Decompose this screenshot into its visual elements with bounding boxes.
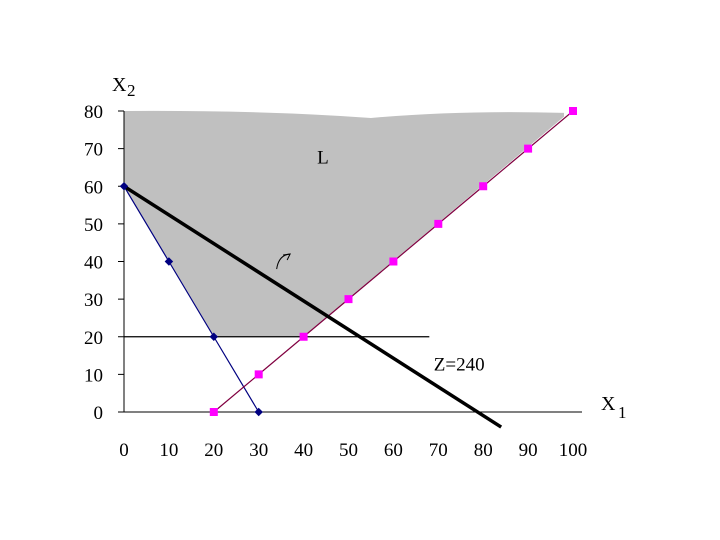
annotation-2: L — [317, 148, 329, 169]
y-tick-label: 20 — [84, 328, 103, 349]
x-tick-label: 20 — [204, 440, 223, 461]
y-tick-label: 0 — [94, 403, 104, 424]
direction-arrow-head — [283, 253, 292, 261]
series-2-point — [569, 107, 577, 115]
x-tick-label: 50 — [339, 440, 358, 461]
series-2-point — [299, 332, 308, 341]
x-tick-label: 90 — [519, 440, 538, 461]
series-2-point — [524, 144, 533, 153]
x-tick-label: 80 — [474, 440, 493, 461]
series-1-point — [119, 182, 129, 191]
y-tick-label: 10 — [84, 365, 103, 386]
series-line-4 — [123, 184, 503, 429]
feasible-region-layer — [124, 110, 565, 337]
annotations: Z=240 L — [276, 148, 485, 376]
series-2-point — [254, 370, 263, 379]
x-tick-label: 100 — [559, 440, 588, 461]
x-tick-label: 70 — [429, 440, 448, 461]
x-tick-label: 30 — [249, 440, 268, 461]
x2-axis-title-sub: 2 — [127, 81, 136, 100]
y-tick-label: 50 — [84, 215, 103, 236]
x-tick-label: 0 — [119, 440, 129, 461]
series-1-point — [254, 407, 263, 417]
series-2-point — [479, 182, 488, 191]
y-tick-label: 60 — [84, 177, 103, 198]
series-2-point — [344, 295, 353, 304]
annotation-1: Z=240 — [434, 355, 485, 376]
x-tick-label: 60 — [384, 440, 403, 461]
y-tick-label: 70 — [84, 140, 103, 161]
x-tick-label: 40 — [294, 440, 313, 461]
x1-axis-title-main: X — [601, 393, 616, 415]
series-2-point — [389, 257, 398, 266]
x1-axis-title-sub: 1 — [618, 403, 627, 422]
y-tick-label: 80 — [84, 102, 103, 123]
series-2-point — [434, 219, 443, 228]
series-2-point — [209, 408, 218, 416]
tick-labels: 0 10 20 30 40 50 60 70 80 0 10 20 30 40 50 60 70 80 90 100 — [84, 102, 587, 461]
series-line-1 — [123, 185, 260, 413]
y-tick-label: 30 — [84, 290, 103, 311]
series-1-point — [164, 257, 174, 266]
y-tick-label: 40 — [84, 253, 103, 274]
feasible-region — [124, 110, 565, 337]
x2-axis-title-main: X — [112, 74, 127, 96]
series-1-point — [209, 332, 219, 341]
x-tick-label: 10 — [159, 440, 178, 461]
